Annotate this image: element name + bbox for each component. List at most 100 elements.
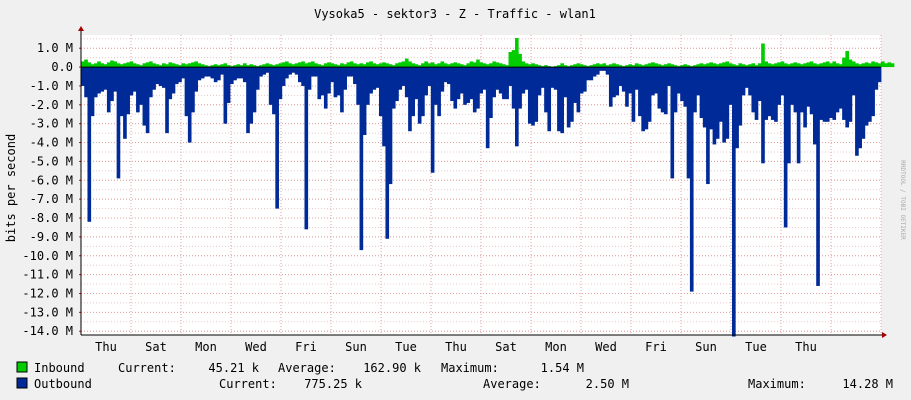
- outbound-bar: [777, 67, 781, 105]
- inbound-bar: [353, 63, 357, 68]
- legend-outbound-maximum: 14.28 M: [842, 377, 893, 391]
- legend-inbound-current: 45.21 k: [208, 361, 259, 375]
- inbound-bar: [171, 63, 176, 68]
- outbound-bar: [764, 67, 769, 120]
- inbound-bar: [395, 63, 399, 68]
- inbound-bar: [314, 63, 318, 68]
- inbound-bar: [479, 62, 484, 68]
- outbound-bar: [168, 67, 173, 100]
- inbound-bar: [288, 63, 292, 68]
- inbound-bar: [787, 64, 791, 68]
- inbound-bar: [411, 63, 415, 68]
- outbound-bar: [158, 67, 163, 86]
- outbound-bar: [673, 67, 678, 113]
- inbound-bar: [262, 64, 267, 68]
- outbound-bar: [553, 67, 558, 90]
- x-tick-label: Thu: [445, 340, 467, 354]
- inbound-bar: [647, 63, 652, 68]
- inbound-bar: [385, 63, 390, 68]
- outbound-bar: [291, 67, 296, 73]
- y-tick-label: -13.0 M: [22, 305, 73, 319]
- outbound-bar: [527, 67, 532, 124]
- inbound-bar: [696, 64, 701, 68]
- outbound-bar: [570, 67, 574, 122]
- outbound-bar: [822, 67, 827, 122]
- inbound-bar: [191, 62, 195, 68]
- inbound-bar: [855, 63, 859, 68]
- outbound-bar: [301, 67, 305, 86]
- inbound-bar: [472, 62, 477, 68]
- outbound-bar: [602, 67, 607, 71]
- inbound-bar: [644, 64, 649, 68]
- outbound-bar: [90, 67, 95, 117]
- outbound-bar: [647, 67, 652, 122]
- axes: [78, 26, 887, 338]
- outbound-bar: [657, 67, 662, 109]
- inbound-bar: [800, 64, 804, 68]
- legend-inbound-average-label: Average:: [278, 361, 336, 375]
- x-tick-label: Mon: [545, 340, 567, 354]
- outbound-bar: [382, 67, 386, 147]
- outbound-bar: [719, 67, 723, 122]
- inbound-bar: [680, 65, 684, 68]
- outbound-bar: [735, 67, 739, 149]
- outbound-bar: [246, 67, 250, 134]
- outbound-bar: [272, 67, 276, 115]
- grid: [80, 35, 882, 335]
- outbound-bar: [838, 67, 843, 109]
- y-axis-arrow: [78, 26, 84, 31]
- inbound-bar: [748, 64, 752, 68]
- outbound-bar: [855, 67, 859, 156]
- inbound-bar: [884, 63, 888, 68]
- outbound-bar: [340, 67, 344, 113]
- inbound-bar: [741, 64, 746, 68]
- outbound-bar: [249, 67, 254, 124]
- inbound-bar: [343, 64, 347, 68]
- inbound-bar: [732, 64, 736, 68]
- inbound-bar: [634, 63, 639, 68]
- outbound-bar: [800, 67, 804, 113]
- inbound-bar: [469, 61, 474, 68]
- outbound-bar: [754, 67, 759, 120]
- inbound-bar: [777, 62, 781, 68]
- inbound-bar: [181, 63, 186, 68]
- inbound-bar: [456, 63, 461, 68]
- y-tick-label: -9.0 M: [30, 230, 73, 244]
- inbound-bar: [382, 62, 386, 68]
- inbound-bar: [793, 62, 798, 68]
- inbound-bar: [638, 64, 642, 68]
- x-tick-label: Sat: [145, 340, 167, 354]
- inbound-bar: [93, 63, 98, 68]
- outbound-bar: [790, 67, 794, 105]
- inbound-bar: [310, 61, 315, 68]
- inbound-bar: [605, 65, 610, 68]
- inbound-bar: [693, 65, 697, 68]
- inbound-bar: [589, 65, 594, 68]
- inbound-bar: [660, 65, 665, 68]
- inbound-bar: [835, 63, 840, 68]
- inbound-bar: [751, 63, 756, 68]
- outbound-bar: [197, 67, 202, 81]
- inbound-bar: [113, 61, 118, 68]
- inbound-bar: [424, 61, 428, 68]
- inbound-bar: [87, 62, 92, 68]
- outbound-bar: [579, 67, 584, 94]
- outbound-bar: [508, 67, 513, 86]
- outbound-bar: [110, 67, 114, 102]
- inbound-bar: [534, 64, 539, 68]
- inbound-bar: [764, 61, 769, 68]
- outbound-bar: [103, 67, 108, 90]
- outbound-bar: [495, 67, 500, 90]
- inbound-bar: [259, 65, 263, 68]
- inbound-bar: [757, 63, 762, 68]
- inbound-bar: [761, 43, 765, 68]
- inbound-bar: [735, 65, 739, 68]
- outbound-bar: [874, 67, 879, 90]
- outbound-bar: [446, 67, 451, 85]
- outbound-bar: [728, 67, 733, 105]
- outbound-bar: [466, 67, 471, 103]
- inbound-bar: [887, 62, 892, 68]
- y-tick-labels: 1.0 M 0.0 -1.0 M -2.0 M -3.0 M -4.0 M -5.0 M -6…: [22, 41, 73, 338]
- inbound-bar: [712, 63, 717, 68]
- outbound-bar: [628, 67, 633, 94]
